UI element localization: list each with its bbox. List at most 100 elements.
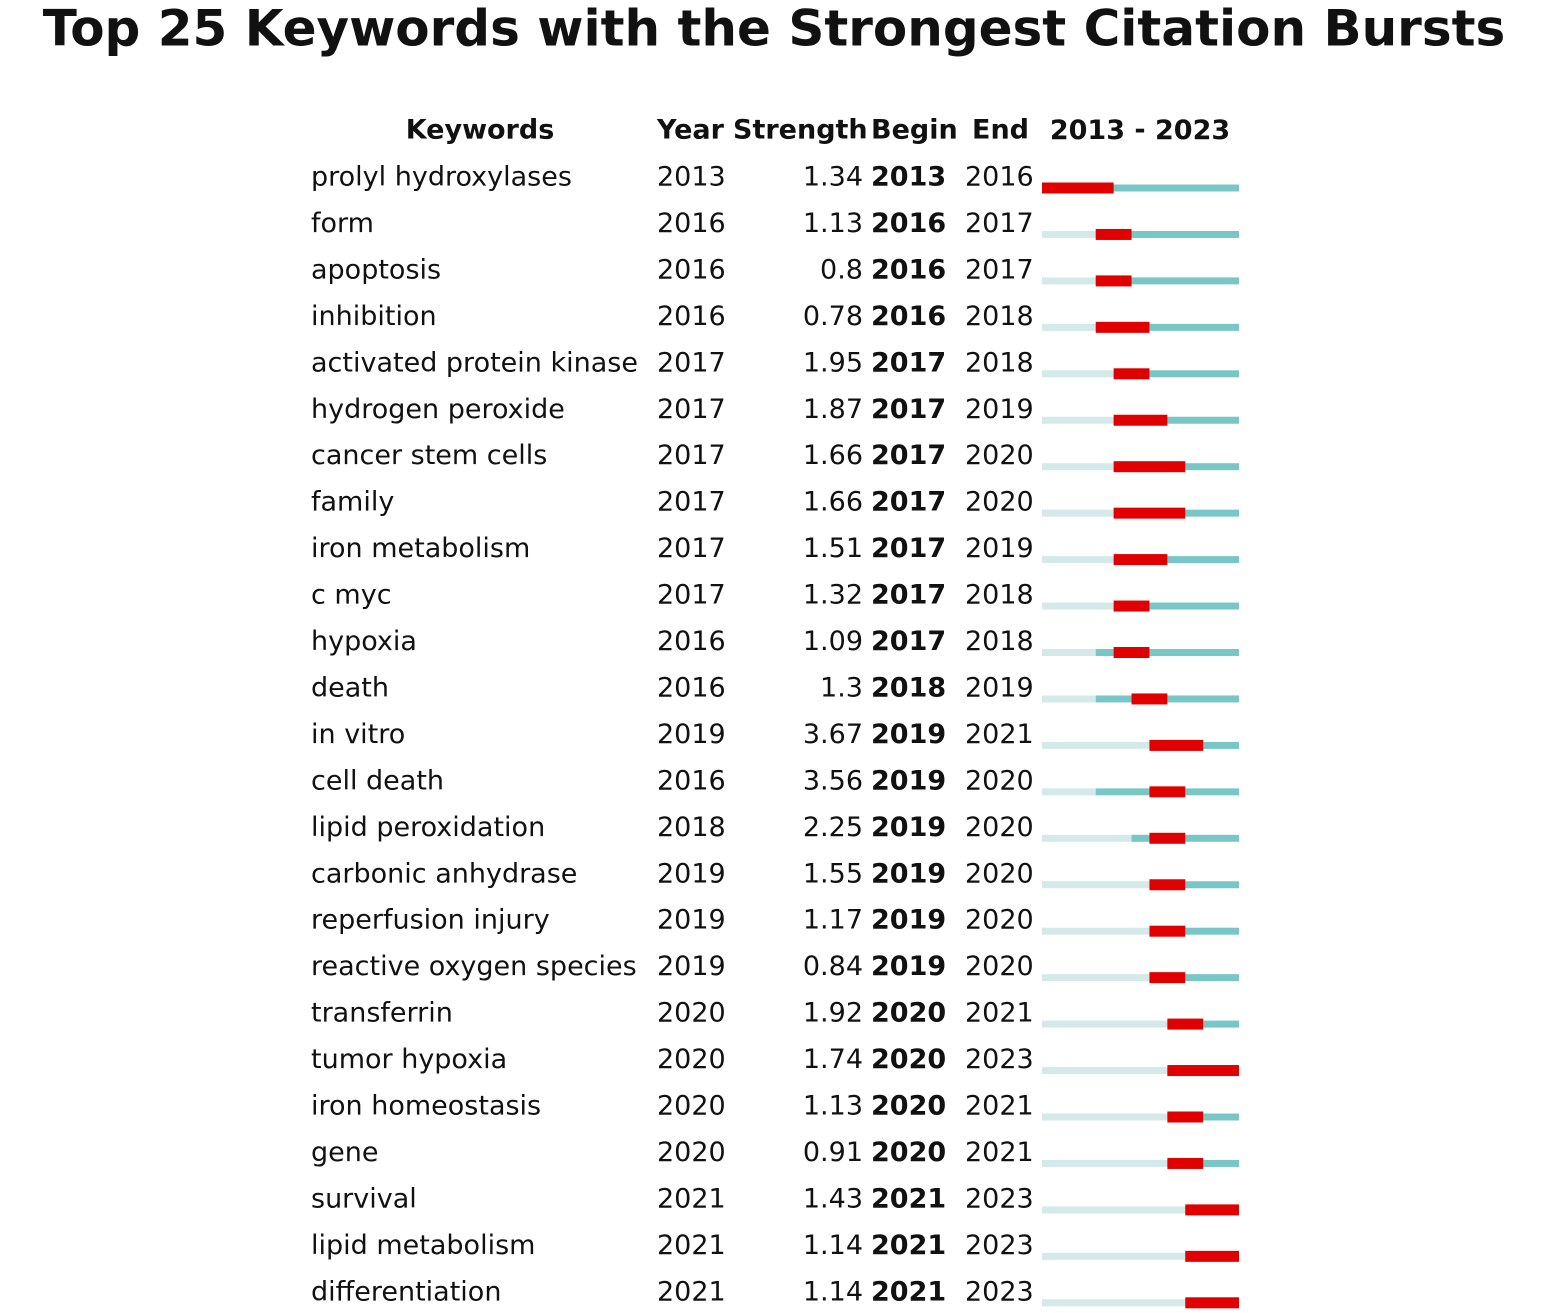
keyword: survival xyxy=(311,1183,417,1214)
strength: 1.95 xyxy=(803,347,863,378)
end: 2019 xyxy=(965,394,1034,425)
begin: 2016 xyxy=(871,254,946,285)
pre-publication-bar xyxy=(1042,463,1114,471)
end: 2020 xyxy=(965,487,1034,518)
begin: 2021 xyxy=(871,1230,946,1261)
strength: 1.14 xyxy=(803,1276,863,1307)
end: 2021 xyxy=(965,719,1034,750)
burst-bar xyxy=(1167,1111,1204,1123)
begin: 2021 xyxy=(871,1276,946,1307)
year: 2019 xyxy=(657,719,726,750)
begin: 2018 xyxy=(871,672,946,703)
timeline-header: 2013 - 2023 xyxy=(1050,115,1230,146)
year: 2020 xyxy=(657,1091,726,1122)
strength: 1.34 xyxy=(803,162,863,193)
title: Top 25 Keywords with the Strongest Citat… xyxy=(43,0,1506,58)
burst-bar xyxy=(1167,1018,1204,1030)
end: 2018 xyxy=(965,301,1034,332)
strength: 1.09 xyxy=(803,626,863,657)
keyword: hypoxia xyxy=(311,626,417,657)
end: 2017 xyxy=(965,208,1034,239)
active-bar xyxy=(1113,556,1239,564)
pre-publication-bar xyxy=(1042,927,1150,935)
strength: 3.67 xyxy=(803,719,863,750)
pre-publication-bar xyxy=(1042,1020,1168,1028)
year: 2021 xyxy=(657,1230,726,1261)
end: 2019 xyxy=(965,533,1034,564)
strength: 1.32 xyxy=(803,580,863,611)
pre-publication-bar xyxy=(1042,1067,1168,1075)
keyword: activated protein kinase xyxy=(311,347,638,378)
year: 2016 xyxy=(657,672,726,703)
begin: 2020 xyxy=(871,1044,946,1075)
burst-bar xyxy=(1095,321,1150,333)
pre-publication-bar xyxy=(1042,1113,1168,1121)
keyword: family xyxy=(311,487,394,518)
strength: 3.56 xyxy=(803,765,863,796)
end: 2018 xyxy=(965,626,1034,657)
year: 2016 xyxy=(657,626,726,657)
column-header: Keywords xyxy=(406,115,555,146)
keyword: gene xyxy=(311,1137,378,1168)
strength: 1.51 xyxy=(803,533,863,564)
pre-publication-bar xyxy=(1042,695,1096,703)
burst-bar xyxy=(1149,879,1186,891)
begin: 2019 xyxy=(871,812,946,843)
strength: 1.17 xyxy=(803,905,863,936)
active-bar xyxy=(1042,184,1239,192)
keyword: carbonic anhydrase xyxy=(311,858,577,889)
begin: 2019 xyxy=(871,765,946,796)
begin: 2020 xyxy=(871,998,946,1029)
pre-publication-bar xyxy=(1042,1206,1186,1214)
pre-publication-bar xyxy=(1042,649,1096,656)
burst-bar xyxy=(1185,1250,1239,1262)
burst-bar xyxy=(1113,554,1168,566)
year: 2019 xyxy=(657,951,726,982)
year: 2020 xyxy=(657,1044,726,1075)
timeline-start: 2013 xyxy=(1050,115,1125,146)
year: 2016 xyxy=(657,765,726,796)
end: 2018 xyxy=(965,580,1034,611)
begin: 2019 xyxy=(871,951,946,982)
begin: 2020 xyxy=(871,1091,946,1122)
burst-bar xyxy=(1167,1157,1204,1169)
keyword: form xyxy=(311,208,374,239)
end: 2020 xyxy=(965,440,1034,471)
keyword: c myc xyxy=(311,580,392,611)
burst-bar xyxy=(1149,972,1186,984)
year: 2017 xyxy=(657,580,726,611)
year: 2016 xyxy=(657,208,726,239)
strength: 0.8 xyxy=(820,254,863,285)
strength: 1.87 xyxy=(803,394,863,425)
year: 2017 xyxy=(657,347,726,378)
keyword: iron metabolism xyxy=(311,533,530,564)
begin: 2017 xyxy=(871,626,946,657)
burst-bar xyxy=(1185,1204,1239,1216)
end: 2018 xyxy=(965,347,1034,378)
begin: 2020 xyxy=(871,1137,946,1168)
begin: 2019 xyxy=(871,719,946,750)
begin: 2017 xyxy=(871,533,946,564)
pre-publication-bar xyxy=(1042,602,1114,610)
burst-bar xyxy=(1113,600,1150,612)
year: 2018 xyxy=(657,812,726,843)
end: 2021 xyxy=(965,998,1034,1029)
pre-publication-bar xyxy=(1042,370,1114,378)
end: 2023 xyxy=(965,1044,1034,1075)
keyword: reactive oxygen species xyxy=(311,951,637,982)
year: 2013 xyxy=(657,162,726,193)
year: 2017 xyxy=(657,533,726,564)
strength: 1.74 xyxy=(803,1044,863,1075)
year: 2017 xyxy=(657,394,726,425)
pre-publication-bar xyxy=(1042,556,1114,564)
year: 2019 xyxy=(657,905,726,936)
pre-publication-bar xyxy=(1042,788,1096,796)
begin: 2017 xyxy=(871,487,946,518)
burst-bar xyxy=(1095,228,1132,240)
pre-publication-bar xyxy=(1042,741,1150,749)
pre-publication-bar xyxy=(1042,416,1114,424)
burst-bar xyxy=(1149,739,1204,751)
active-bar xyxy=(1095,277,1239,285)
burst-bar xyxy=(1185,1297,1239,1309)
active-bar xyxy=(1095,323,1239,331)
